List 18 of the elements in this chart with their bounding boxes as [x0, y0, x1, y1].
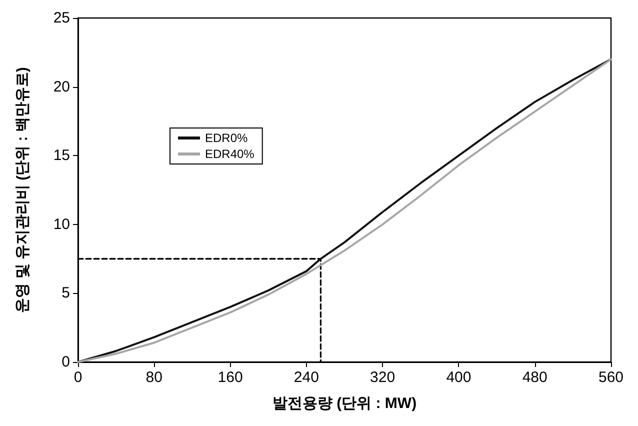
x-axis-title: 발전용량 (단위 : MW)	[272, 395, 417, 412]
y-tick-label: 0	[62, 354, 70, 370]
legend-label: EDR40%	[205, 147, 255, 161]
x-tick-label: 0	[74, 369, 82, 386]
y-tick-label: 20	[53, 78, 70, 96]
x-tick-label: 320	[370, 369, 396, 386]
x-tick-label: 240	[294, 369, 319, 386]
x-tick-label: 80	[146, 369, 162, 386]
x-tick-label: 480	[522, 369, 548, 386]
x-tick-label: 560	[598, 369, 624, 386]
y-tick-label: 25	[53, 10, 70, 26]
x-tick-label: 400	[446, 369, 472, 386]
y-axis-title: 운영 및 유지관리비 (단위 : 백만유로)	[14, 67, 31, 313]
x-tick-label: 160	[218, 369, 243, 386]
y-tick-label: 10	[53, 216, 70, 233]
y-tick-label: 5	[62, 284, 70, 302]
y-tick-label: 15	[53, 147, 70, 164]
legend-label: EDR0%	[205, 131, 248, 145]
